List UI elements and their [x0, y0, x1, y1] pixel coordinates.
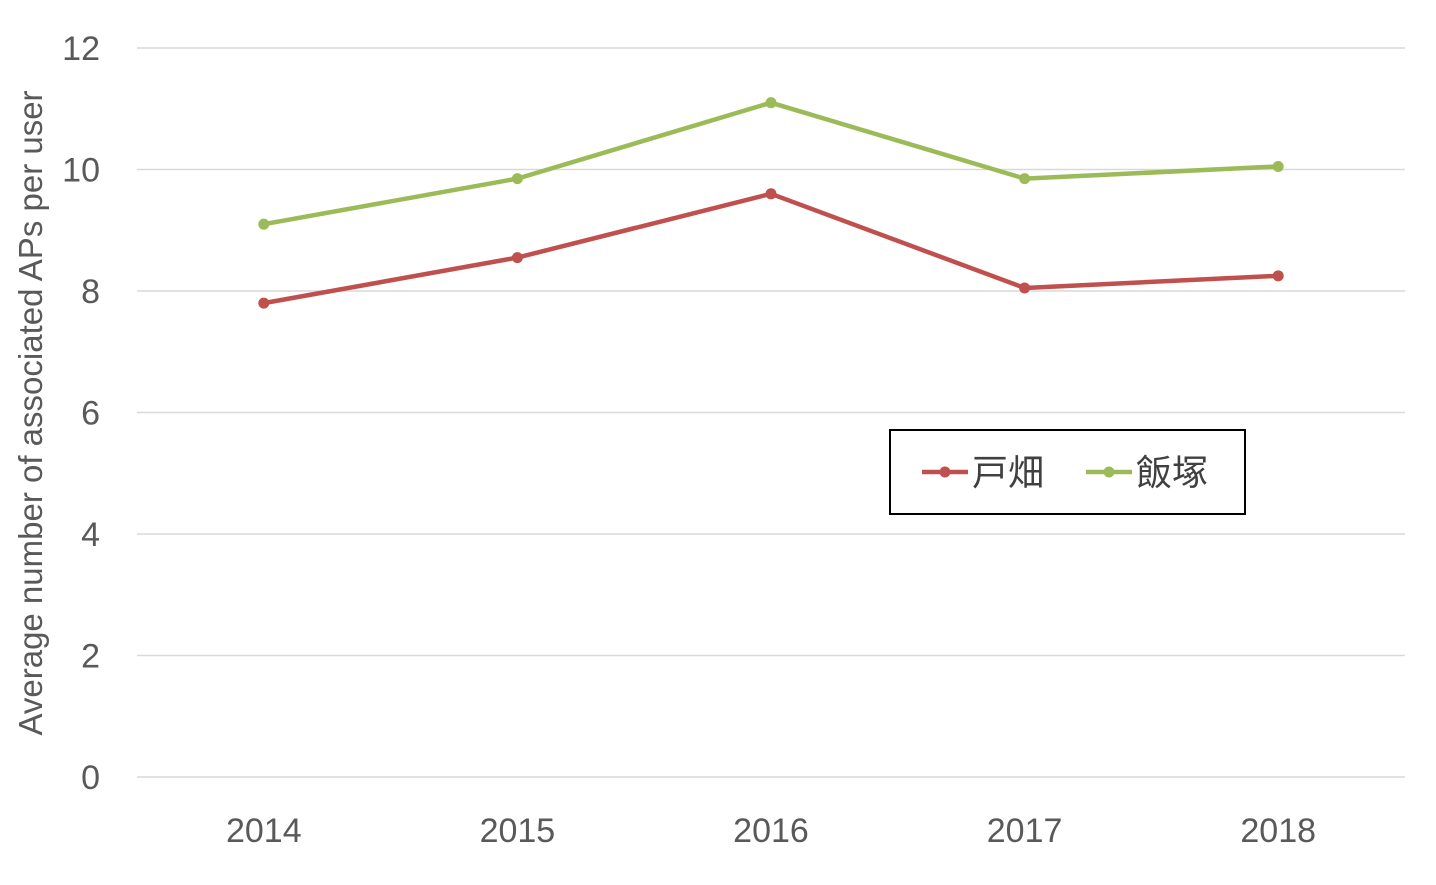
series-1: [258, 188, 1284, 309]
x-tick-label: 2017: [987, 812, 1063, 850]
y-tick-label: 12: [62, 30, 100, 68]
data-point: [1272, 270, 1284, 282]
data-point: [258, 297, 270, 309]
x-tick-label: 2018: [1240, 812, 1316, 850]
x-tick-label: 2016: [733, 812, 809, 850]
series-line: [261, 100, 1281, 227]
series-layer: [258, 97, 1284, 309]
data-point: [1019, 173, 1031, 185]
legend-label: 戸畑: [972, 453, 1044, 494]
legend-item: 戸畑: [922, 453, 1044, 494]
x-axis-ticks: 2014 2015 2016 2017 2018: [226, 812, 1316, 850]
legend-swatch-marker: [1103, 466, 1115, 478]
data-point: [1019, 282, 1031, 294]
data-point: [511, 252, 523, 264]
x-tick-label: 2014: [226, 812, 302, 850]
y-tick-label: 10: [62, 152, 100, 190]
y-tick-label: 8: [81, 273, 100, 311]
y-axis-ticks: 0 2 4 6 8 10 12: [62, 30, 100, 797]
x-tick-label: 2015: [480, 812, 556, 850]
y-axis-title: Average number of associated APs per use…: [12, 90, 49, 735]
data-point: [1272, 160, 1284, 172]
data-point: [765, 97, 777, 109]
legend-item: 飯塚: [1086, 453, 1208, 494]
data-point: [765, 188, 777, 200]
series-line: [261, 191, 1281, 306]
y-tick-label: 4: [81, 516, 100, 554]
y-tick-label: 0: [81, 759, 100, 797]
y-tick-label: 2: [81, 638, 100, 676]
legend: 戸畑 飯塚: [889, 429, 1246, 515]
legend-swatch-marker: [939, 466, 951, 478]
y-tick-label: 6: [81, 395, 100, 433]
data-point: [511, 173, 523, 185]
legend-items: 戸畑 飯塚: [922, 453, 1208, 494]
data-point: [258, 218, 270, 230]
gridlines: [137, 47, 1405, 778]
series-2: [258, 97, 1284, 230]
legend-label: 飯塚: [1136, 453, 1208, 494]
